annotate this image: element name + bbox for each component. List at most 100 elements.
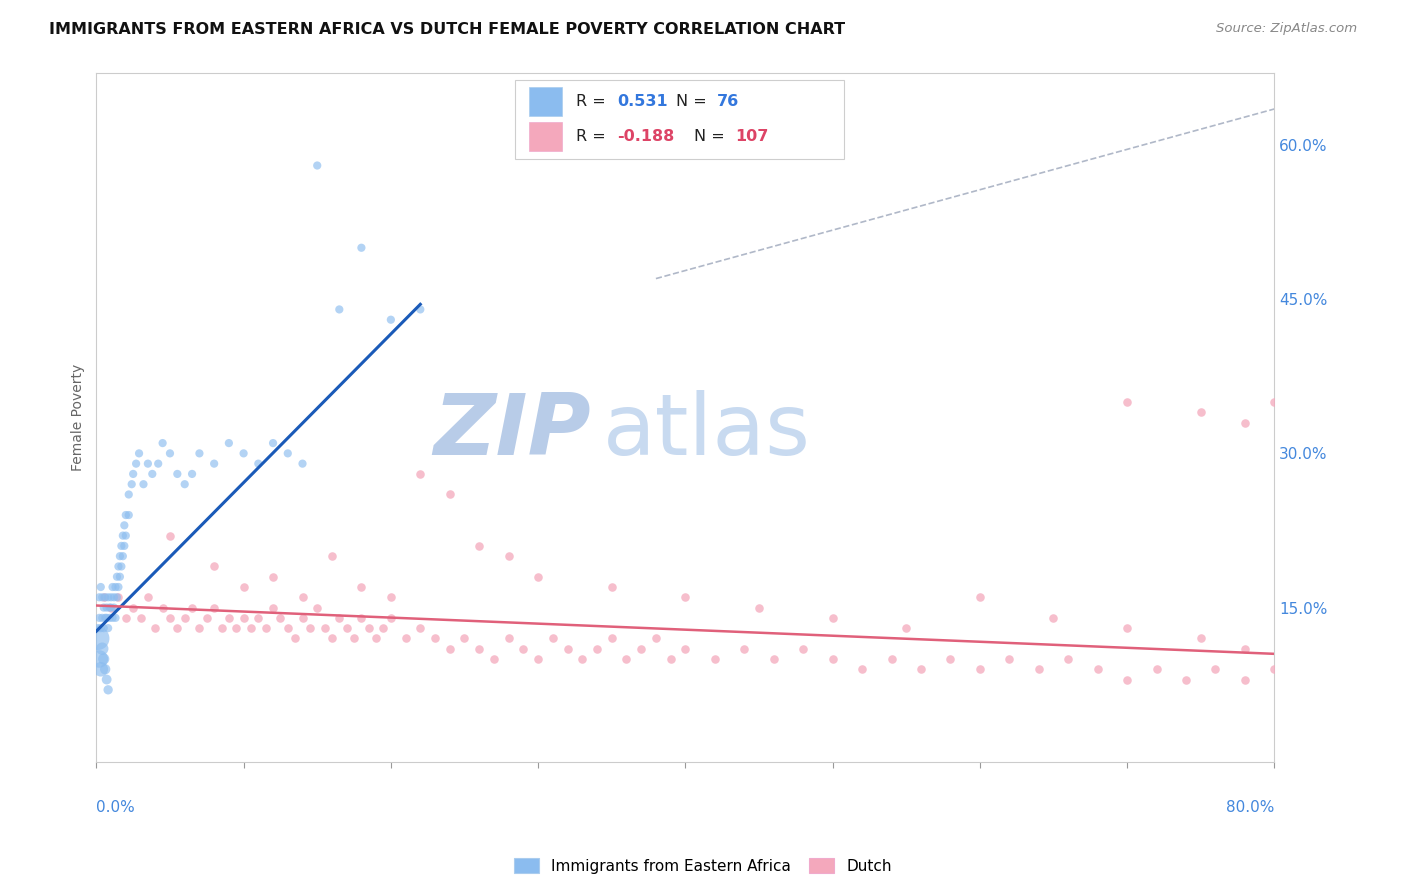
Text: N =: N = [693,128,730,144]
Point [659,652,682,666]
Point [110,559,132,574]
Point [571,652,593,666]
Text: IMMIGRANTS FROM EASTERN AFRICA VS DUTCH FEMALE POVERTY CORRELATION CHART: IMMIGRANTS FROM EASTERN AFRICA VS DUTCH … [49,22,845,37]
Point [1204,662,1226,676]
Point [380,591,402,605]
Point [423,632,446,646]
Point [136,591,159,605]
Point [97,591,120,605]
Point [188,446,211,460]
Point [141,467,163,481]
Point [125,457,148,471]
Point [600,632,623,646]
Point [93,591,115,605]
Point [1042,611,1064,625]
Point [409,621,432,635]
Text: R =: R = [576,128,610,144]
Point [93,621,115,635]
Point [132,477,155,491]
Point [112,539,135,553]
Point [122,600,145,615]
Point [107,559,129,574]
Point [366,632,388,646]
Point [851,662,873,676]
Point [232,580,254,594]
Point [343,632,366,646]
Point [108,549,131,564]
Point [195,611,218,625]
Point [350,580,373,594]
Point [101,611,124,625]
Point [498,549,520,564]
Point [1116,673,1139,687]
Point [307,600,329,615]
Point [998,652,1021,666]
Point [101,580,124,594]
Point [118,508,141,522]
Point [350,241,373,255]
Point [880,652,903,666]
Point [247,457,270,471]
Point [93,652,115,666]
Point [321,632,343,646]
Text: -0.188: -0.188 [617,128,675,144]
Point [94,611,117,625]
Point [394,632,416,646]
Point [105,570,128,584]
Point [262,600,284,615]
Point [482,652,505,666]
Point [380,611,402,625]
Point [1116,621,1139,635]
Point [96,600,118,615]
Point [152,436,174,450]
Point [211,621,233,635]
Point [89,591,111,605]
Point [91,611,114,625]
Text: ZIP: ZIP [433,390,591,473]
Point [512,641,534,656]
Point [173,477,195,491]
Point [121,477,143,491]
Point [100,591,122,605]
FancyBboxPatch shape [529,87,561,116]
Point [104,611,127,625]
Point [357,621,380,635]
Point [114,508,136,522]
FancyBboxPatch shape [529,122,561,151]
Point [97,682,120,697]
Point [122,467,145,481]
Point [94,662,117,676]
Point [107,580,129,594]
Point [105,591,128,605]
Text: N =: N = [676,95,711,110]
Point [148,457,170,471]
Point [1146,662,1168,676]
Point [673,591,696,605]
Point [439,487,461,501]
Point [277,621,299,635]
Point [1057,652,1080,666]
Point [262,436,284,450]
Point [1263,395,1285,409]
Point [380,312,402,326]
Point [114,528,136,542]
Point [173,611,195,625]
Point [1116,395,1139,409]
Text: Source: ZipAtlas.com: Source: ZipAtlas.com [1216,22,1357,36]
Point [762,652,785,666]
Point [600,580,623,594]
Point [748,600,770,615]
Point [703,652,725,666]
Point [232,611,254,625]
Point [557,641,579,656]
Point [468,539,491,553]
Point [128,446,150,460]
Text: 0.531: 0.531 [617,95,668,110]
Point [93,600,115,615]
Point [284,632,307,646]
Point [96,673,118,687]
Point [94,591,117,605]
Text: R =: R = [576,95,610,110]
Point [100,600,122,615]
Point [439,641,461,656]
